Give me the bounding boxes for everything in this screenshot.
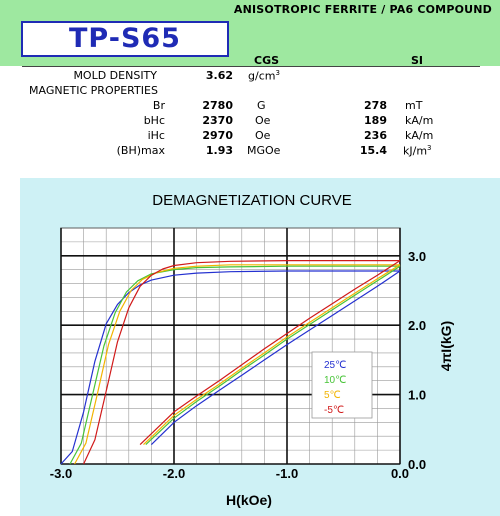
row-bhc-si-value: 189 xyxy=(364,114,387,127)
series-line-intrinsic xyxy=(60,270,400,465)
y-tick-label: 0.0 xyxy=(408,457,426,472)
demagnetization-chart: DEMAGNETIZATION CURVE -3.0 -2.0 -1.0 0.0 0.… xyxy=(50,192,454,508)
series-line-normal xyxy=(145,265,401,446)
y-tick-labels: 0.0 1.0 2.0 3.0 xyxy=(408,249,426,472)
row-ihc-cgs-unit: Oe xyxy=(255,129,271,142)
row-br-si-unit: mT xyxy=(405,99,423,112)
table-divider xyxy=(22,66,480,67)
row-bhmax-cgs-value: 1.93 xyxy=(205,144,233,157)
density-value: 3.62 xyxy=(205,69,233,82)
row-br-cgs-value: 2780 xyxy=(202,99,233,112)
x-tick-label: 0.0 xyxy=(391,466,409,481)
model-name: TP-S65 xyxy=(69,23,181,54)
cgs-header: CGS xyxy=(254,54,280,67)
row-br-si-value: 278 xyxy=(364,99,387,112)
chart-title: DEMAGNETIZATION CURVE xyxy=(152,192,351,209)
legend-entry: 5℃ xyxy=(324,390,341,401)
x-tick-label: -1.0 xyxy=(276,466,298,481)
row-ihc-si-unit: kA/m xyxy=(405,129,434,142)
legend-entry: 25℃ xyxy=(324,360,346,371)
x-tick-label: -3.0 xyxy=(50,466,72,481)
y-tick-label: 3.0 xyxy=(408,249,426,264)
series-line-intrinsic xyxy=(69,265,400,465)
row-bhmax-cgs-unit: MGOe xyxy=(247,144,281,157)
grid xyxy=(60,227,401,465)
y-axis-label: 4πI(kG) xyxy=(438,321,454,371)
row-ihc-cgs-value: 2970 xyxy=(202,129,233,142)
density-label: MOLD DENSITY xyxy=(73,69,157,82)
row-ihc-si-value: 236 xyxy=(364,129,387,142)
legend-entry: -5℃ xyxy=(324,405,344,416)
curves xyxy=(60,259,401,465)
legend-items: 25℃ 10℃ 5℃ -5℃ xyxy=(324,360,346,416)
series-line-normal xyxy=(139,260,401,446)
legend xyxy=(311,351,373,419)
row-bhmax-label: (BH)max xyxy=(116,144,165,157)
row-bhc-cgs-value: 2370 xyxy=(202,114,233,127)
legend-entry: 10℃ xyxy=(324,375,346,386)
y-tick-label: 1.0 xyxy=(408,388,426,403)
row-bhc-si-unit: kA/m xyxy=(405,114,434,127)
row-bhc-cgs-unit: Oe xyxy=(255,114,271,127)
x-tick-label: -2.0 xyxy=(163,466,185,481)
row-bhmax-si-value: 15.4 xyxy=(359,144,387,157)
row-bhmax-si-unit: kJ/m3 xyxy=(403,144,432,158)
properties-table xyxy=(0,66,500,160)
series-line-intrinsic xyxy=(83,259,400,465)
x-axis-label: H(kOe) xyxy=(226,492,272,508)
row-ihc-label: iHc xyxy=(147,129,165,142)
y-tick-label: 2.0 xyxy=(408,318,426,333)
row-br-cgs-unit: G xyxy=(257,99,266,112)
series-line-intrinsic xyxy=(74,264,400,465)
x-tick-labels: -3.0 -2.0 -1.0 0.0 xyxy=(50,466,409,481)
plot-area xyxy=(60,227,401,465)
series-line-normal xyxy=(150,270,401,446)
row-br-label: Br xyxy=(152,99,165,112)
magnetic-properties-label: MAGNETIC PROPERTIES xyxy=(29,84,158,97)
model-name-box: TP-S65 xyxy=(21,21,229,57)
material-title: ANISOTROPIC FERRITE / PA6 COMPOUND xyxy=(233,3,492,16)
row-bhc-label: bHc xyxy=(143,114,165,127)
density-unit: g/cm3 xyxy=(248,69,280,83)
chart-panel: DEMAGNETIZATION CURVE -3.0 -2.0 -1.0 0.0 0.… xyxy=(20,178,500,516)
si-header: SI xyxy=(411,54,424,67)
series-line-normal xyxy=(143,264,401,446)
